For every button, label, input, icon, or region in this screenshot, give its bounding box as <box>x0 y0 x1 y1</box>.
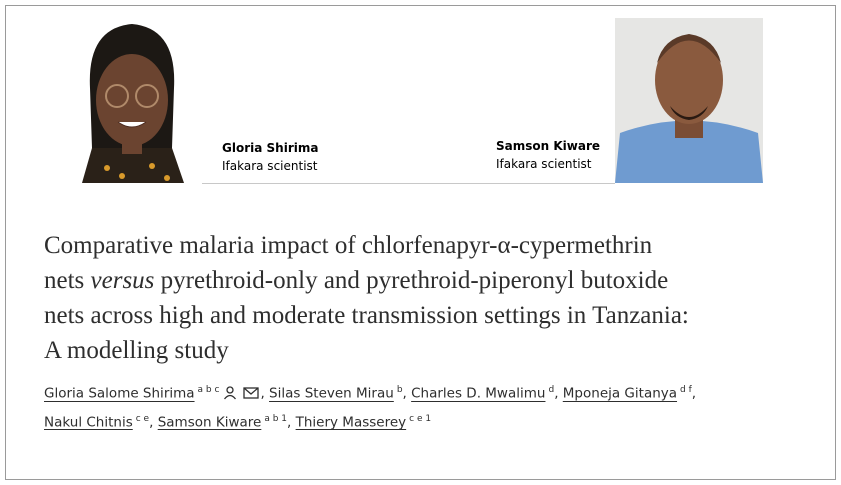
author-affiliations: c e 1 <box>409 413 432 424</box>
title-part: A modelling study <box>44 337 229 364</box>
author-affiliations: d f <box>680 385 692 395</box>
author-name[interactable]: Mponeja Gitanya <box>562 385 678 402</box>
author-affiliations: b <box>396 385 403 395</box>
author-icons[interactable] <box>224 385 260 400</box>
profile-name: Gloria Shirima <box>222 141 319 155</box>
separator: , <box>691 385 697 402</box>
author-affiliations: a b 1 <box>264 413 288 424</box>
separator: , <box>149 414 154 430</box>
title-part: pyrethroid-only and pyrethroid-piperonyl… <box>160 267 669 294</box>
profile-name: Samson Kiware <box>496 139 601 153</box>
title-part: versus <box>90 267 155 294</box>
author-affiliations: c e <box>135 413 150 424</box>
frame <box>5 5 836 480</box>
title-part: nets <box>44 267 85 294</box>
author-affiliations: a b c <box>197 385 220 395</box>
author-name[interactable]: Samson Kiware <box>157 414 262 430</box>
photo-samson <box>615 18 763 183</box>
profile-caption: Samson Kiware Ifakara scientist <box>496 137 600 173</box>
profile-role: Ifakara scientist <box>222 159 318 173</box>
separator: , <box>260 385 265 402</box>
author-list: Gloria Salome Shirima a b c, Silas Steven… <box>44 378 696 435</box>
author-name[interactable]: Thiery Masserey <box>295 414 407 430</box>
profile-caption: Gloria Shirima Ifakara scientist <box>222 139 318 175</box>
separator: , <box>287 414 292 430</box>
title-part: nets across high and moderate transmissi… <box>44 302 689 329</box>
author-name[interactable]: Nakul Chitnis <box>44 414 133 430</box>
separator: , <box>402 385 407 402</box>
separator: , <box>554 385 559 402</box>
profile-role: Ifakara scientist <box>496 157 592 171</box>
title-part: Comparative malaria impact of chlorfenap… <box>44 232 653 259</box>
author-name[interactable]: Silas Steven Mirau <box>269 385 394 402</box>
article-title: Comparative malaria impact of chlorfenap… <box>44 228 689 368</box>
photo-gloria <box>62 18 202 183</box>
author-name[interactable]: Charles D. Mwalimu <box>411 385 546 402</box>
divider <box>202 183 615 184</box>
author-affiliations: d <box>548 385 555 395</box>
author-name[interactable]: Gloria Salome Shirima <box>44 385 195 402</box>
